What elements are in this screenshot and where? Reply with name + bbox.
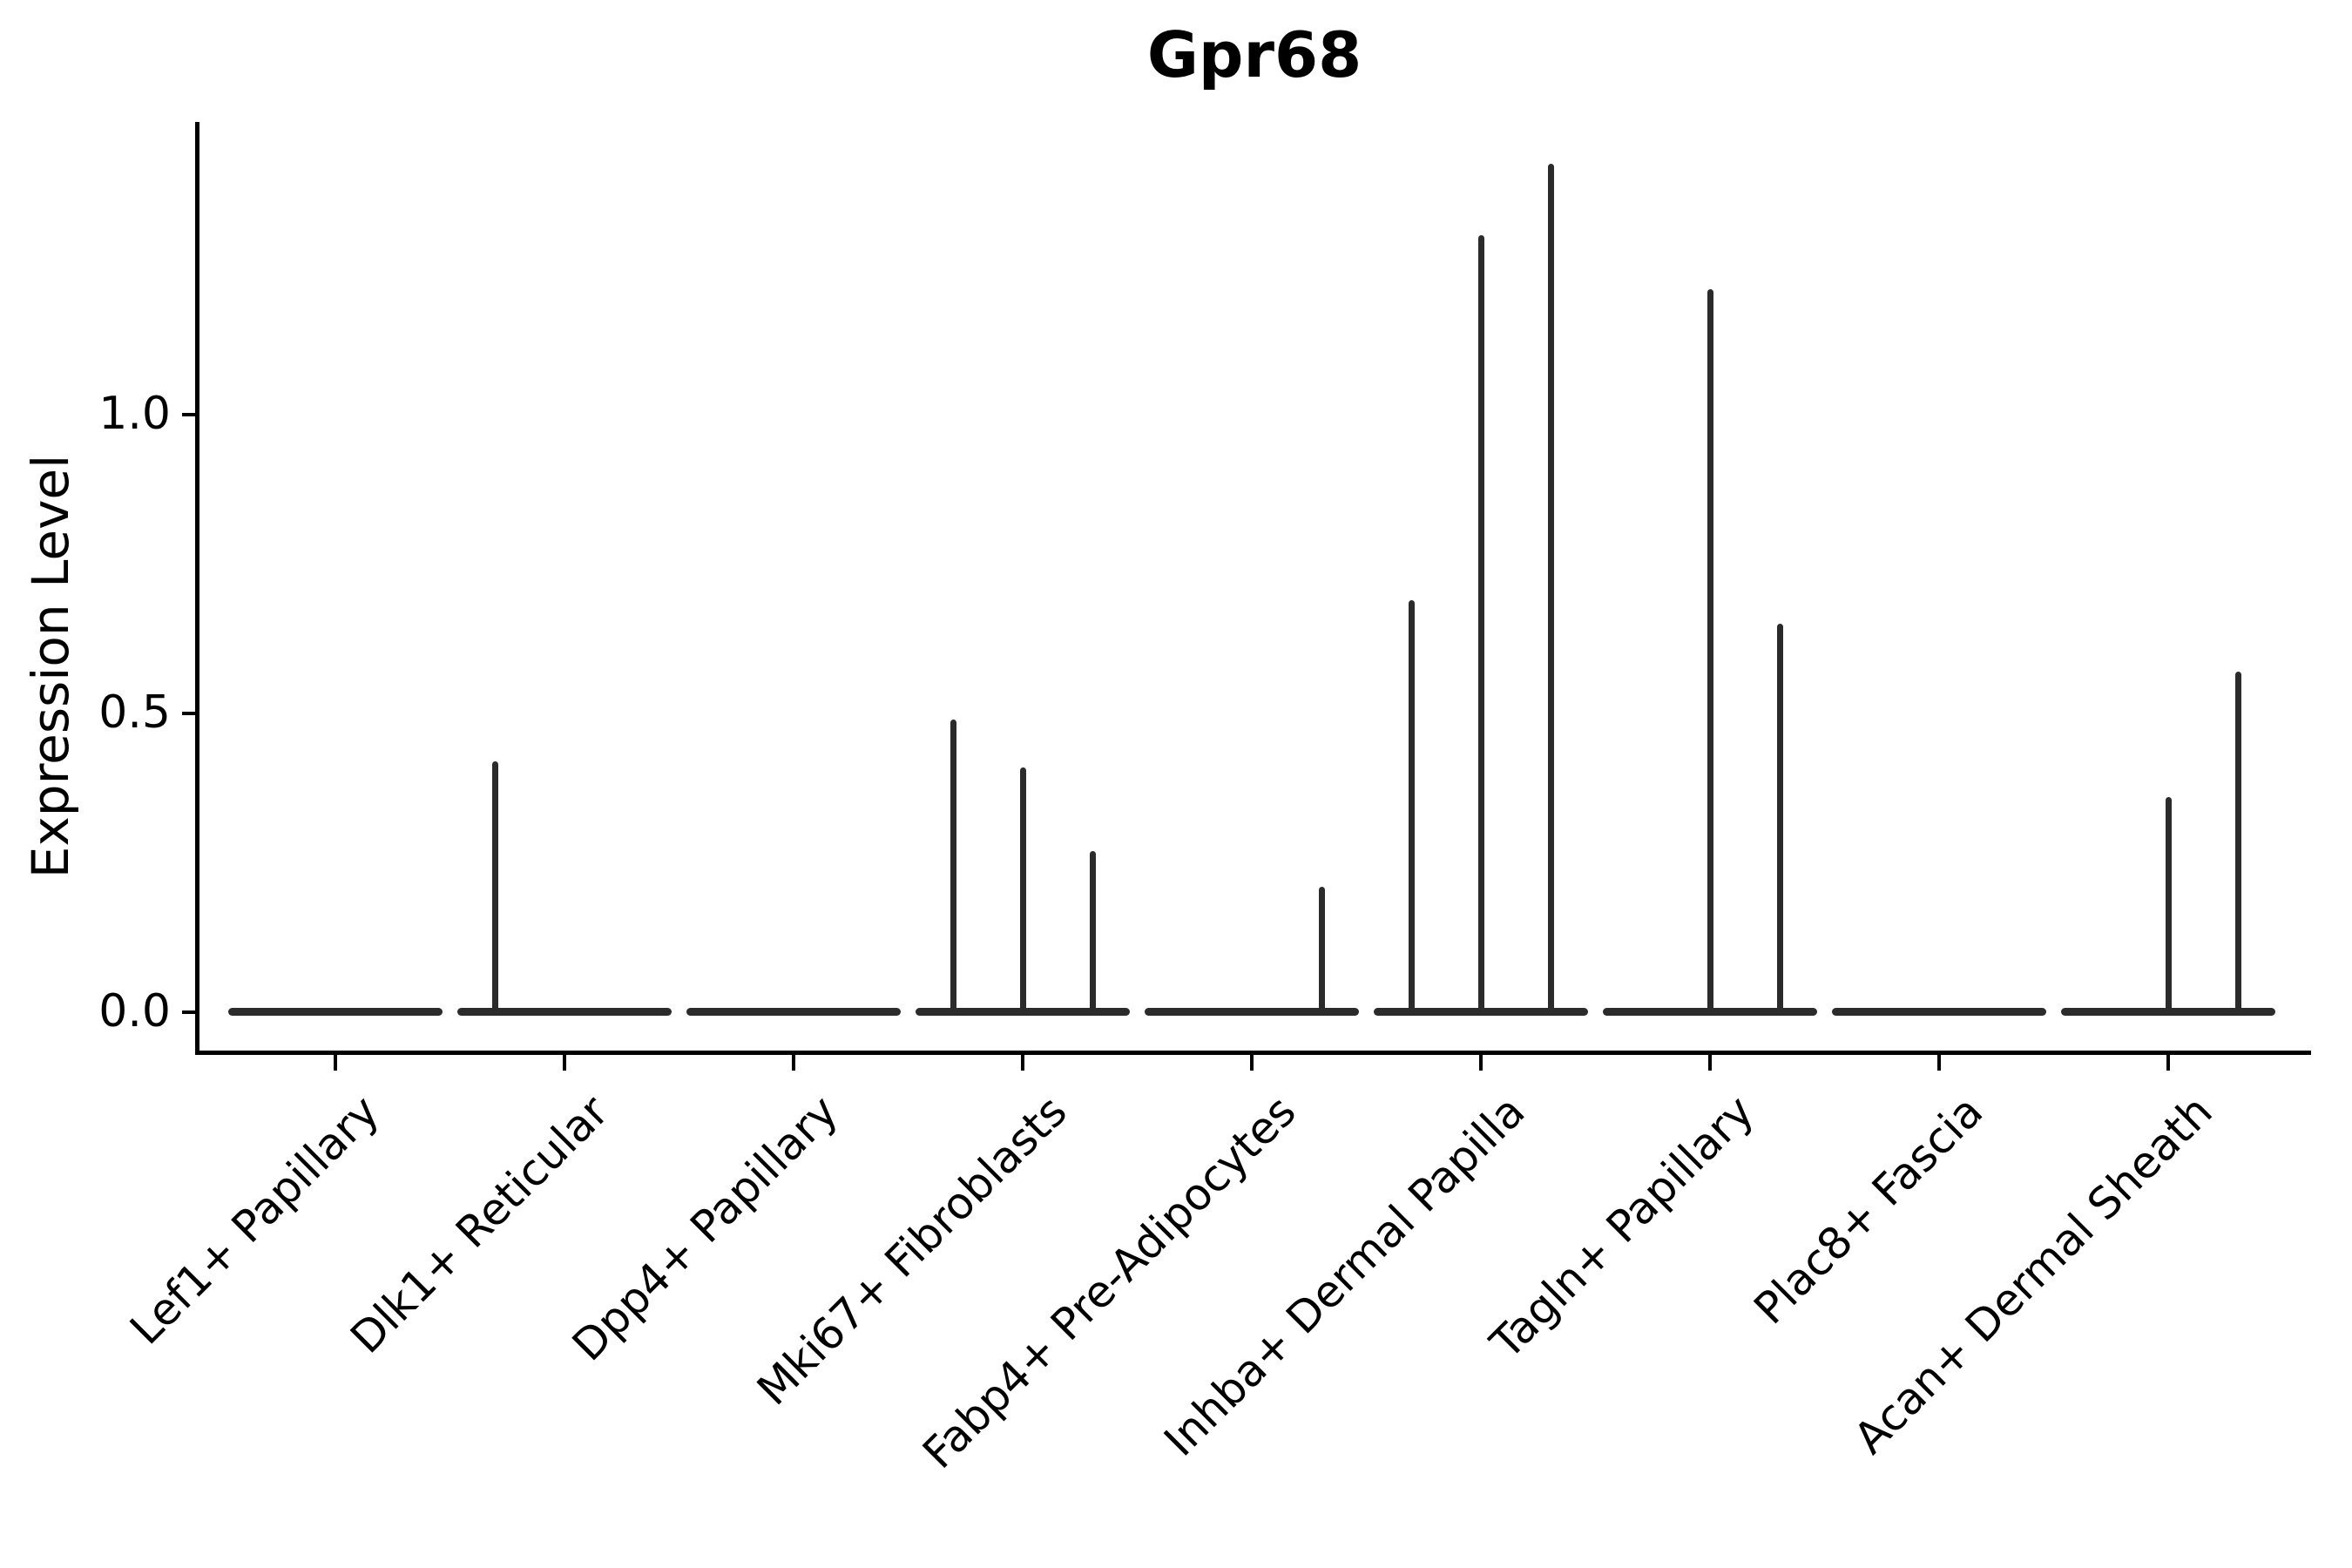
x-tick-mark — [792, 1055, 795, 1071]
x-tick-label: Fabp4+ Pre-Adipocytes — [913, 1085, 1306, 1479]
violin-spike — [2166, 797, 2172, 1016]
x-tick-label: Plac8+ Fascia — [1744, 1085, 1993, 1335]
x-axis-spine — [195, 1051, 2311, 1055]
violin-spike — [1478, 235, 1484, 1016]
violin-spike — [950, 720, 956, 1016]
violin-baseline — [686, 1008, 901, 1016]
violin-baseline — [457, 1008, 672, 1016]
x-tick-label: Lef1+ Papillary — [120, 1085, 389, 1355]
plot-title: Gpr68 — [1146, 18, 1362, 91]
violin-baseline — [1145, 1008, 1359, 1016]
violin-spike — [1020, 767, 1026, 1016]
y-tick-mark — [182, 413, 195, 416]
violin-spike — [1707, 289, 1713, 1016]
y-axis-spine — [195, 122, 199, 1055]
violin-spike — [1777, 624, 1783, 1016]
y-tick-mark — [182, 712, 195, 715]
y-tick-label: 0.5 — [98, 686, 171, 739]
y-tick-mark — [182, 1010, 195, 1014]
violin-spike — [492, 761, 498, 1016]
x-tick-mark — [334, 1055, 337, 1071]
x-tick-mark — [1708, 1055, 1712, 1071]
x-tick-mark — [2166, 1055, 2170, 1071]
violin-spike — [1319, 887, 1325, 1016]
violin-spike — [2235, 672, 2241, 1016]
violin-spike — [1409, 600, 1415, 1016]
x-tick-mark — [563, 1055, 566, 1071]
x-tick-mark — [1479, 1055, 1483, 1071]
y-tick-label: 0.0 — [98, 985, 171, 1037]
x-tick-mark — [1937, 1055, 1941, 1071]
violin-baseline — [1832, 1008, 2046, 1016]
x-tick-mark — [1250, 1055, 1254, 1071]
violin-spike — [1548, 164, 1554, 1016]
x-tick-mark — [1021, 1055, 1024, 1071]
violin-spike — [1090, 851, 1096, 1016]
y-tick-label: 1.0 — [98, 388, 171, 440]
violin-baseline — [228, 1008, 443, 1016]
